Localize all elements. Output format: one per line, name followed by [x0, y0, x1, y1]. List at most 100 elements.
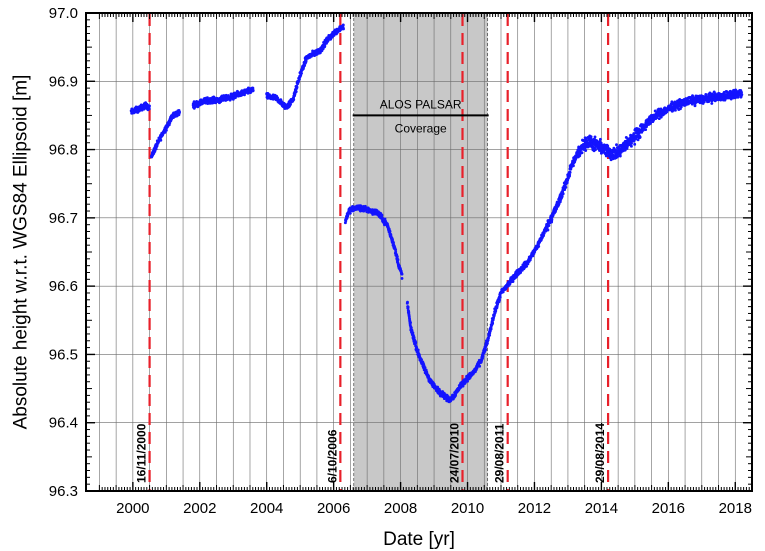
data-point — [615, 143, 618, 147]
data-point — [498, 298, 501, 302]
y-tick-label: 96.5 — [49, 346, 78, 363]
data-point — [580, 151, 584, 155]
data-point — [400, 276, 404, 280]
data-point — [147, 107, 151, 111]
data-point — [568, 173, 572, 177]
data-point — [406, 300, 409, 304]
data-point — [630, 141, 633, 145]
data-point — [623, 148, 627, 152]
data-point — [454, 393, 458, 397]
x-tick-label: 2006 — [317, 500, 350, 517]
y-tick-label: 97.0 — [49, 5, 78, 22]
data-point — [159, 138, 163, 142]
data-point — [416, 348, 420, 352]
x-tick-label: 2000 — [116, 500, 149, 517]
coverage-label-bottom: Coverage — [395, 121, 447, 135]
y-tick-label: 96.3 — [49, 483, 78, 500]
data-point — [616, 154, 620, 158]
event-label: 29/08/2014 — [593, 423, 607, 483]
data-point — [571, 164, 575, 168]
data-point — [568, 170, 572, 174]
data-point — [599, 141, 603, 145]
data-point — [388, 229, 392, 233]
data-point — [396, 258, 400, 261]
data-point — [400, 272, 404, 276]
data-point — [638, 135, 642, 139]
data-point — [550, 217, 554, 221]
data-point — [148, 104, 151, 108]
data-point — [589, 135, 593, 139]
data-point — [423, 366, 427, 370]
coverage-band-layer — [353, 13, 488, 491]
event-label: 24/07/2010 — [448, 423, 462, 483]
data-point — [466, 379, 469, 383]
data-point — [341, 23, 345, 27]
event-label: 29/08/2011 — [493, 423, 507, 483]
data-point — [618, 154, 622, 158]
data-point — [632, 139, 636, 143]
data-point — [531, 254, 535, 258]
x-tick-label: 2010 — [451, 500, 484, 517]
data-point — [488, 333, 492, 337]
data-point — [395, 255, 399, 259]
data-point — [636, 138, 640, 142]
data-point — [420, 358, 423, 362]
data-point — [414, 340, 418, 344]
data-point — [537, 244, 541, 248]
data-point — [478, 364, 482, 368]
data-point — [693, 104, 697, 108]
data-point — [632, 132, 636, 136]
data-point — [585, 138, 589, 142]
data-point — [589, 137, 593, 141]
data-point — [546, 228, 550, 232]
data-point — [489, 327, 493, 331]
data-point — [303, 64, 307, 67]
coverage-label-top: ALOS PALSAR — [380, 97, 462, 111]
y-tick-label: 96.7 — [49, 210, 78, 227]
x-tick-label: 2002 — [183, 500, 216, 517]
y-tick-label: 96.8 — [49, 142, 78, 159]
data-point — [519, 271, 523, 274]
x-axis-title: Date [yr] — [383, 529, 455, 550]
data-point — [155, 144, 159, 148]
x-tick-label: 2014 — [585, 500, 618, 517]
data-point — [526, 262, 530, 266]
data-point — [487, 336, 490, 340]
data-point — [392, 241, 395, 245]
data-point — [294, 90, 298, 94]
data-point — [498, 295, 502, 299]
x-tick-label: 2004 — [250, 500, 283, 517]
data-point — [653, 109, 657, 113]
x-tick-label: 2016 — [652, 500, 685, 517]
data-point — [436, 385, 440, 389]
y-tick-label: 96.6 — [49, 278, 78, 295]
data-point — [579, 148, 583, 152]
y-axis-title: Absolute height w.r.t. WGS84 Ellipsoid [… — [11, 75, 32, 430]
data-point — [206, 96, 209, 100]
data-point — [300, 71, 303, 75]
x-tick-label: 2008 — [384, 500, 417, 517]
data-point — [295, 86, 299, 89]
x-tick-label: 2012 — [518, 500, 551, 517]
data-point — [481, 354, 485, 358]
data-point — [164, 128, 168, 132]
data-point — [648, 121, 652, 125]
data-point — [673, 108, 677, 112]
coverage-band — [353, 13, 488, 491]
data-point — [710, 101, 714, 105]
data-point — [593, 135, 597, 139]
data-point — [644, 128, 648, 132]
data-point — [560, 195, 564, 198]
data-points — [129, 23, 744, 404]
data-point — [629, 144, 633, 148]
data-point — [391, 237, 394, 241]
x-tick-label: 2018 — [719, 500, 752, 517]
data-point — [394, 250, 398, 254]
data-point — [276, 96, 280, 100]
data-point — [411, 331, 415, 335]
event-label: 16/11/2000 — [135, 423, 149, 483]
data-point — [251, 86, 255, 90]
data-point — [342, 27, 345, 31]
data-point — [484, 347, 488, 351]
